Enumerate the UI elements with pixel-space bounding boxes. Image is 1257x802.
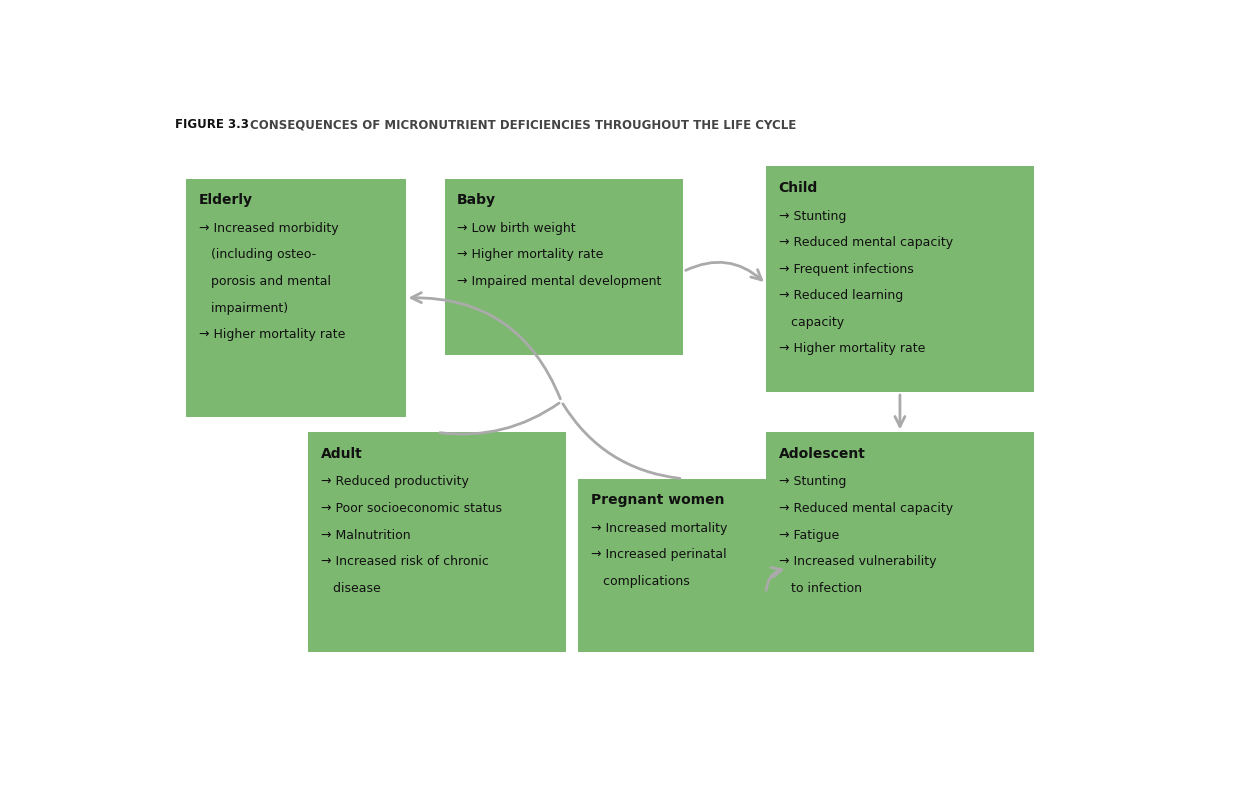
Text: → Impaired mental development: → Impaired mental development	[458, 275, 661, 288]
Text: → Reduced mental capacity: → Reduced mental capacity	[778, 236, 953, 249]
Text: capacity: capacity	[778, 315, 843, 329]
Text: → Fatigue: → Fatigue	[778, 528, 838, 541]
Text: → Increased vulnerability: → Increased vulnerability	[778, 554, 936, 568]
Text: Adult: Adult	[321, 447, 362, 460]
Text: (including osteo-: (including osteo-	[199, 248, 317, 261]
Text: → Increased morbidity: → Increased morbidity	[199, 221, 338, 234]
Text: disease: disease	[321, 581, 381, 594]
Text: → Malnutrition: → Malnutrition	[321, 528, 411, 541]
Text: impairment): impairment)	[199, 302, 288, 314]
Text: Baby: Baby	[458, 193, 497, 207]
FancyBboxPatch shape	[578, 479, 787, 652]
Text: → Higher mortality rate: → Higher mortality rate	[778, 342, 925, 355]
Text: → Increased perinatal: → Increased perinatal	[591, 548, 727, 561]
Text: FIGURE 3.3: FIGURE 3.3	[175, 118, 249, 131]
FancyBboxPatch shape	[445, 180, 684, 355]
Text: Pregnant women: Pregnant women	[591, 492, 724, 507]
Text: complications: complications	[591, 574, 689, 587]
Text: to infection: to infection	[778, 581, 861, 594]
FancyBboxPatch shape	[308, 433, 566, 652]
Text: → Increased risk of chronic: → Increased risk of chronic	[321, 554, 489, 568]
Text: porosis and mental: porosis and mental	[199, 275, 331, 288]
Text: → Frequent infections: → Frequent infections	[778, 262, 914, 275]
Text: → Reduced mental capacity: → Reduced mental capacity	[778, 501, 953, 514]
FancyBboxPatch shape	[766, 433, 1033, 652]
Text: → Stunting: → Stunting	[778, 209, 846, 222]
Text: → Reduced productivity: → Reduced productivity	[321, 475, 469, 488]
Text: CONSEQUENCES OF MICRONUTRIENT DEFICIENCIES THROUGHOUT THE LIFE CYCLE: CONSEQUENCES OF MICRONUTRIENT DEFICIENCI…	[250, 118, 796, 131]
Text: → Higher mortality rate: → Higher mortality rate	[458, 248, 603, 261]
Text: Child: Child	[778, 180, 818, 195]
Text: → Poor socioeconomic status: → Poor socioeconomic status	[321, 501, 502, 514]
FancyBboxPatch shape	[186, 180, 406, 417]
Text: → Increased mortality: → Increased mortality	[591, 521, 727, 534]
Text: → Higher mortality rate: → Higher mortality rate	[199, 328, 346, 341]
Text: Elderly: Elderly	[199, 193, 253, 207]
Text: → Stunting: → Stunting	[778, 475, 846, 488]
FancyBboxPatch shape	[766, 168, 1033, 393]
Text: Adolescent: Adolescent	[778, 447, 866, 460]
Text: → Reduced learning: → Reduced learning	[778, 289, 903, 302]
Text: → Low birth weight: → Low birth weight	[458, 221, 576, 234]
